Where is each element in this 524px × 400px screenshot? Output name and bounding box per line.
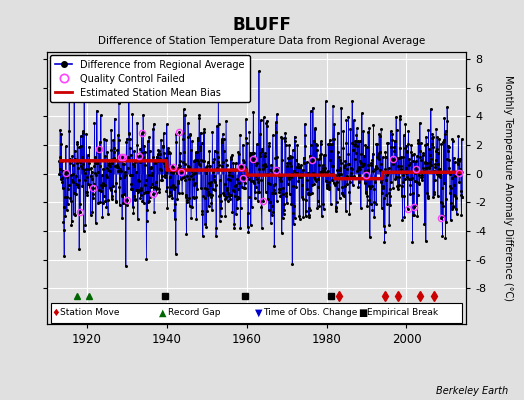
- Text: ♦: ♦: [51, 308, 60, 318]
- Text: Station Move: Station Move: [60, 308, 119, 317]
- Text: Empirical Break: Empirical Break: [367, 308, 439, 317]
- Text: ▼: ▼: [255, 308, 263, 318]
- Text: ▲: ▲: [159, 308, 167, 318]
- FancyBboxPatch shape: [51, 302, 462, 322]
- Text: Record Gap: Record Gap: [168, 308, 220, 317]
- Text: ■: ■: [358, 308, 368, 318]
- Text: Difference of Station Temperature Data from Regional Average: Difference of Station Temperature Data f…: [99, 36, 425, 46]
- Y-axis label: Monthly Temperature Anomaly Difference (°C): Monthly Temperature Anomaly Difference (…: [503, 75, 513, 301]
- Text: Time of Obs. Change: Time of Obs. Change: [264, 308, 358, 317]
- Text: BLUFF: BLUFF: [233, 16, 291, 34]
- Text: Berkeley Earth: Berkeley Earth: [436, 386, 508, 396]
- Legend: Difference from Regional Average, Quality Control Failed, Estimated Station Mean: Difference from Regional Average, Qualit…: [50, 55, 249, 102]
